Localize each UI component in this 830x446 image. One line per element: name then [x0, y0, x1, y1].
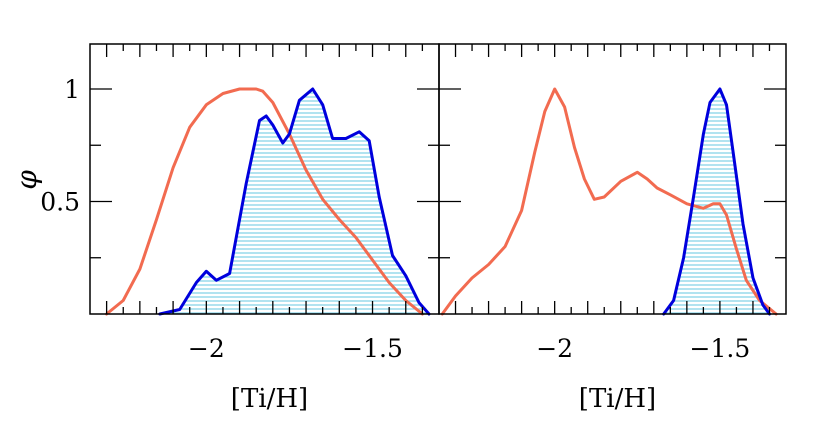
x-tick-label: −2 [188, 334, 225, 363]
panel-0-series-1-fill [159, 89, 430, 314]
x-axis-title: [Ti/H] [579, 384, 656, 414]
x-axis-title: [Ti/H] [231, 384, 308, 414]
panel-1-series-1-line [662, 87, 771, 316]
panel-1-series-0-line [440, 87, 778, 316]
panel-right: −2 −1.5 [Ti/H] [438, 43, 787, 414]
x-tick-label: −1.5 [342, 334, 403, 363]
y-tick-label: 0.5 [40, 188, 80, 217]
panel-1-frame [438, 43, 787, 315]
x-tick-label: −1.5 [690, 334, 751, 363]
panel-1-series-1-fill [663, 89, 770, 314]
panel-left: −2 −1.5 0.5 1 [Ti/H] φ [10, 43, 440, 414]
y-axis-title: φ [10, 170, 43, 190]
panel-0-series-0-line [105, 87, 424, 316]
panel-0-series-1-line [158, 87, 431, 316]
y-tick-label: 1 [64, 75, 80, 104]
x-tick-label: −2 [536, 334, 573, 363]
